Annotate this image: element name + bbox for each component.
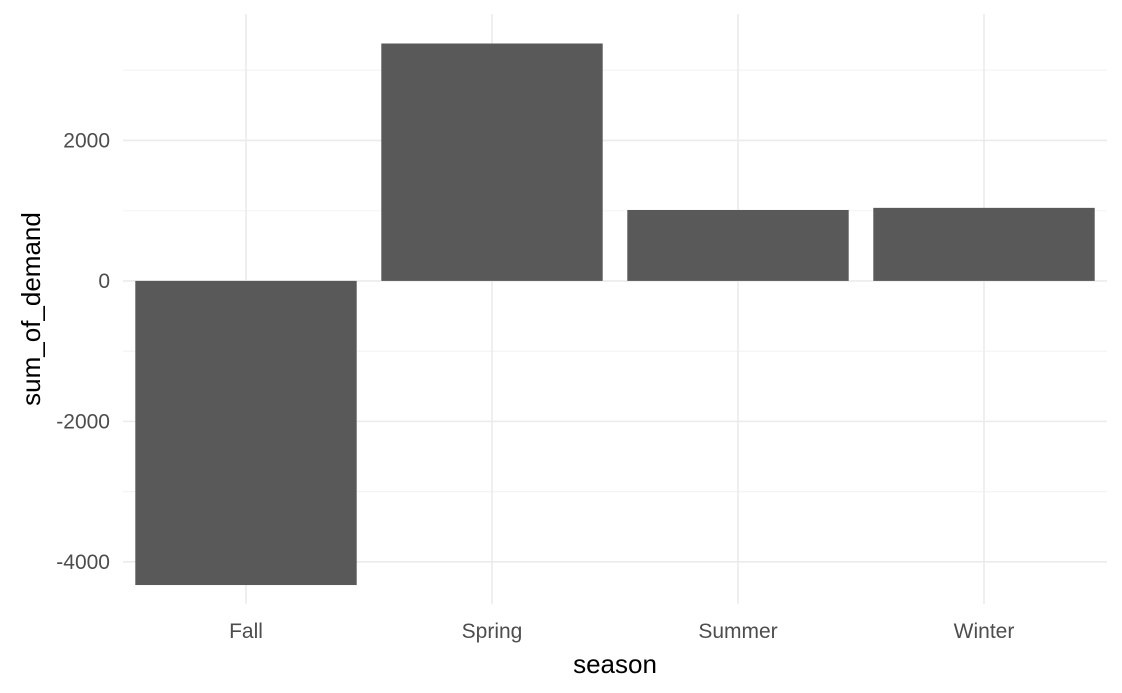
y-tick-label: 0 — [98, 270, 110, 293]
x-tick-label: Summer — [698, 620, 777, 643]
y-axis-title: sum_of_demand — [16, 212, 46, 406]
bar-spring — [381, 43, 603, 281]
bar-fall — [135, 280, 357, 586]
x-tick-label: Fall — [229, 620, 263, 643]
y-axis-tick-labels: -4000 -2000 0 2000 — [56, 129, 110, 573]
x-axis-title: season — [573, 649, 657, 679]
bar-winter — [873, 207, 1095, 281]
bars — [135, 43, 1095, 586]
bar-summer — [627, 209, 849, 281]
x-tick-label: Spring — [462, 620, 523, 643]
y-tick-label: -4000 — [56, 551, 110, 574]
x-axis-tick-labels: Fall Spring Summer Winter — [229, 620, 1014, 643]
y-tick-label: -2000 — [56, 410, 110, 433]
x-tick-label: Winter — [954, 620, 1015, 643]
y-tick-label: 2000 — [63, 129, 110, 152]
